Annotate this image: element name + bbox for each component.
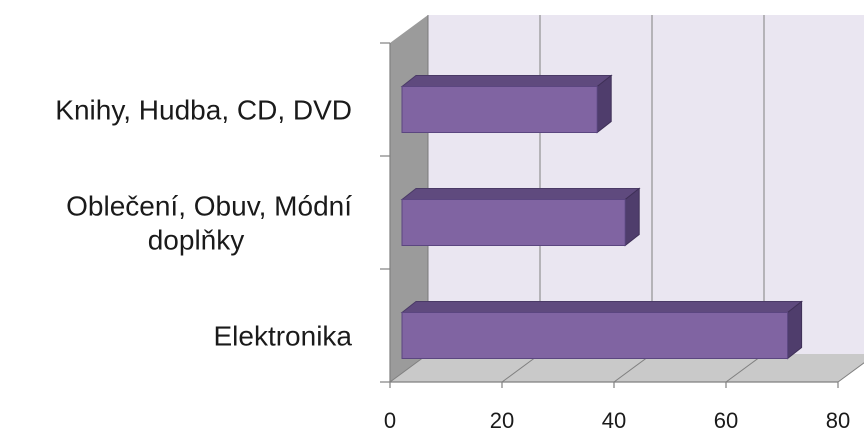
back-wall bbox=[428, 15, 864, 354]
floor bbox=[390, 354, 864, 382]
x-tick-label: 40 bbox=[602, 408, 626, 433]
bar-front bbox=[401, 312, 789, 359]
category-label: Knihy, Hudba, CD, DVD bbox=[55, 95, 352, 126]
bar-top bbox=[400, 75, 613, 87]
bar bbox=[400, 300, 804, 360]
bar-front bbox=[401, 199, 626, 246]
x-tick-label: 20 bbox=[490, 408, 514, 433]
x-tick-label: 60 bbox=[714, 408, 738, 433]
category-label: Oblečení, Obuv, Módní bbox=[66, 191, 352, 222]
bar-top bbox=[400, 188, 641, 200]
x-tick-label: 0 bbox=[384, 408, 396, 433]
bar-front bbox=[401, 86, 598, 133]
floor-gridline bbox=[837, 362, 864, 383]
bar bbox=[400, 74, 613, 134]
category-label: doplňky bbox=[148, 225, 245, 256]
bar-top bbox=[400, 301, 804, 313]
category-label: Elektronika bbox=[213, 321, 352, 352]
bar bbox=[400, 187, 641, 247]
x-tick-label: 80 bbox=[826, 408, 850, 433]
